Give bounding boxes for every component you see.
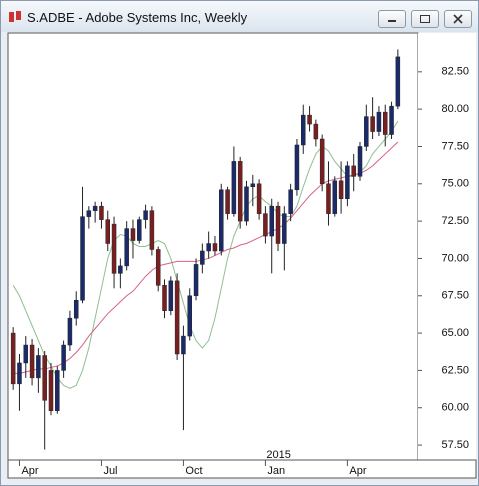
x-tick-label: Apr: [349, 465, 366, 477]
y-axis-area: [418, 33, 476, 460]
y-tick-label: 57.50: [441, 439, 469, 451]
candle-body: [111, 223, 117, 274]
window-title: S.ADBE - Adobe Systems Inc, Weekly: [27, 10, 248, 25]
candle-body: [181, 335, 186, 355]
candle-body: [269, 205, 274, 237]
candle-body: [345, 165, 350, 199]
candle-body: [307, 114, 312, 125]
candle-body: [237, 161, 243, 222]
y-tick-label: 75.00: [441, 178, 469, 190]
candle-body: [55, 370, 60, 411]
app-icon: [9, 11, 21, 22]
candle-body: [155, 249, 161, 286]
y-tick-label: 77.50: [441, 140, 469, 152]
y-tick-label: 62.50: [441, 364, 469, 376]
candle-body: [338, 180, 344, 199]
x-tick-label: Jul: [103, 465, 117, 477]
candle-body: [395, 56, 401, 107]
y-tick-label: 82.50: [441, 66, 469, 78]
candle-body: [225, 189, 230, 214]
candle-body: [130, 228, 136, 241]
candle-body: [118, 265, 123, 274]
y-tick-label: 65.00: [441, 327, 469, 339]
candle-body: [389, 105, 394, 135]
candle-body: [67, 317, 73, 346]
candle-body: [48, 370, 54, 411]
candle-body: [92, 205, 98, 211]
candle-body: [351, 165, 356, 177]
candle-body: [288, 189, 293, 214]
candle-body: [250, 183, 256, 188]
moving-average-line: [13, 141, 399, 374]
minimize-button[interactable]: [378, 10, 406, 28]
candle-body: [364, 116, 369, 147]
moving-average-line: [12, 120, 399, 389]
y-tick-label: 72.50: [441, 215, 469, 227]
candle-body: [263, 213, 268, 237]
candle-body: [219, 189, 224, 252]
candle-body: [212, 243, 218, 252]
x-axis-area: [7, 459, 477, 479]
x-tick-label: Apr: [21, 465, 38, 477]
close-button[interactable]: [444, 10, 472, 28]
candle-body: [200, 250, 205, 265]
candle-body: [382, 111, 388, 135]
y-tick-label: 80.00: [441, 103, 469, 115]
candle-body: [313, 123, 319, 140]
candle-body: [168, 280, 174, 311]
candle-body: [162, 285, 167, 311]
candle-body: [275, 205, 281, 244]
candle-body: [86, 210, 92, 217]
candle-body: [370, 116, 375, 132]
y-tick-label: 67.50: [441, 290, 469, 302]
candle-body: [149, 210, 155, 250]
candle-body: [105, 219, 110, 244]
candle-body: [376, 111, 382, 132]
candle-body: [143, 210, 148, 220]
candle-body: [326, 183, 331, 214]
candle-body: [23, 344, 29, 364]
candle-body: [10, 332, 16, 385]
candle-body: [29, 344, 35, 379]
candle-body: [187, 295, 192, 337]
candle-body: [319, 138, 325, 185]
candle-body: [73, 299, 79, 319]
x-year-label: 2015: [266, 449, 290, 461]
candle-body: [301, 114, 306, 146]
y-tick-label: 60.00: [441, 402, 469, 414]
maximize-button[interactable]: [411, 10, 439, 28]
candle-body: [332, 180, 338, 214]
candle-body: [17, 362, 22, 385]
candle-body: [357, 146, 363, 177]
candle-body: [231, 161, 237, 214]
candle-body: [193, 264, 199, 297]
candle-body: [36, 355, 41, 379]
x-tick-label: Oct: [185, 465, 202, 477]
candle-body: [256, 183, 262, 214]
x-tick-label: Jan: [267, 465, 285, 477]
candle-body: [206, 243, 211, 252]
candle-body: [244, 186, 249, 222]
candle-body: [282, 213, 287, 244]
candle-body: [99, 205, 104, 220]
candle-body: [80, 216, 85, 301]
candle-body: [137, 219, 142, 241]
title-bar: S.ADBE - Adobe Systems Inc, Weekly: [1, 1, 478, 32]
candle-body: [61, 344, 66, 371]
y-tick-label: 70.00: [441, 252, 469, 264]
candle-body: [124, 228, 129, 267]
candle-body: [42, 355, 47, 401]
candle-body: [294, 144, 300, 191]
candle-body: [174, 280, 180, 355]
